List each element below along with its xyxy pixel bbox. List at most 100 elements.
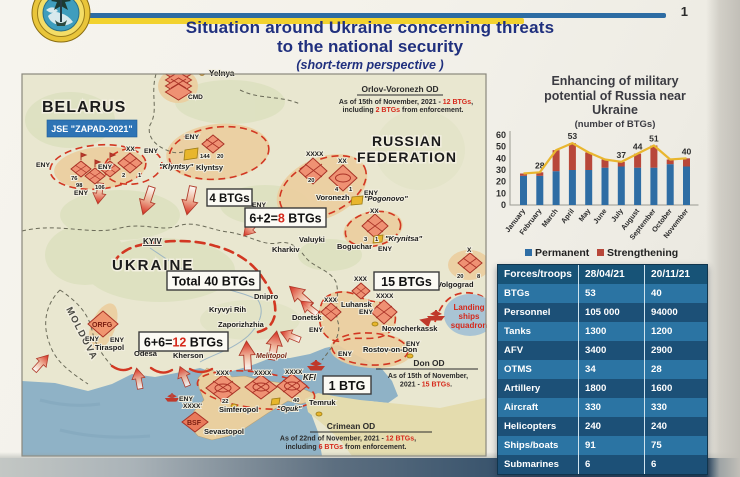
table-cell: Ships/boats [504,440,559,451]
table-cell: 53 [578,284,644,303]
chart-title-line-1: Enhancing of military [551,74,679,88]
echelon-x: X [467,247,472,254]
bar-permanent [601,167,609,205]
table-cell: BTGs [504,288,530,299]
btg-boxes: 4 BTGs 6+2=8 BTGs Total 40 BTGs 15 BTGs … [138,188,440,395]
svg-text:including 6 BTGs from enforcem: including 6 BTGs from enforcement. [286,444,407,451]
eny-label: ENY [179,396,193,403]
table-cell: 105 000 [578,303,644,322]
table-cell: 1300 [578,322,644,341]
unit-symbols [70,74,483,433]
table-cell: 330 [644,398,707,417]
label-simferopol: Simferopol [219,405,258,414]
bar-total-label: 40 [682,146,692,156]
btg-box-1: 1 BTG [322,375,372,395]
eny-label: ENY [359,309,373,316]
label-rostov: Rostov-on-Don [363,345,418,354]
svg-text:including 2 BTGs from enforcem: including 2 BTGs from enforcement. [343,107,464,114]
bar-permanent [634,167,642,205]
label-novocherkassk: Novocherkassk [382,324,438,333]
od-orlov-line2-count: 2 BTGs [376,107,401,114]
y-tick-label: 30 [496,165,506,175]
od-notes: Orlov-Voronezh OD As of 15th of November… [280,84,487,451]
eny-label: ENY [309,327,323,334]
y-tick-label: 60 [496,130,506,140]
btg-box-4: 4 BTGs [206,188,253,207]
label-klyntsy-range: "Klyntsy" [159,162,194,171]
echelon-xxx: XXX [216,370,230,377]
zapad-exercise-label: JSE "ZAPAD-2021" [51,124,132,134]
chart-title-line-3: Ukraine [592,103,638,117]
yelnya-unit-stack [164,74,193,101]
bar-strengthening [536,172,544,176]
threat-arc [111,239,277,335]
title-subtitle: (short-term perspective ) [296,58,444,73]
echelon-xxxx: XXXX [285,369,303,376]
table-cell: Tanks [504,326,532,337]
table-cell: Artillery [504,383,541,394]
label-bsf: BSF [187,420,202,427]
slide-title: Situation around Ukraine concerning thre… [0,18,740,72]
label-volgograd: Volgograd [437,280,474,289]
x-tick-label: April [559,207,576,225]
photo-right-edge [706,0,740,477]
eny-labels: ENY ENY ENY ENY ENY ENY ENY ENY ENY ENY … [35,133,421,404]
svg-text:2021 - 15 BTGs.: 2021 - 15 BTGs. [400,382,452,389]
totals-trend-line [523,142,687,175]
unit-number: 4 [335,187,339,193]
btg-box-4-label: 4 BTGs [209,193,249,205]
eny-label: ENY [110,337,124,344]
od-orlov-line1-end: , [471,99,473,106]
label-russia-1: RUSSIAN [372,133,442,149]
bar-strengthening [617,161,625,167]
eny-label: ENY [144,148,158,155]
label-melitopol: Melitopol [256,353,288,360]
echelon-xx: XX [126,146,135,153]
table-row: Ships/boats 91 75 [498,436,707,455]
eny-label: ENY [406,341,420,348]
x-tick-label: March [540,207,560,229]
legend-label-strengthening: Strengthening [607,247,678,259]
table-cell: 94000 [644,303,707,322]
label-zaporizhzhia: Zaporizhzhia [218,320,265,329]
label-orfg: ORFG [92,322,113,329]
bar-strengthening [568,143,576,170]
header-stripe-blue [84,13,666,18]
table-cell: 2900 [644,341,707,360]
forces-table: Forces/troops 28/04/21 20/11/21 BTGs 53 40 Per… [497,264,708,475]
bar-strengthening [520,173,527,176]
label-kfl: KFl [303,373,317,382]
bar-strengthening [585,152,593,170]
bar-permanent [666,164,674,205]
table-row: Aircraft 330 330 [498,398,707,417]
table-row: Tanks 1300 1200 [498,322,707,341]
od-note-crimean: Crimean OD As of 22nd of November, 2021 … [280,421,432,451]
btg-box-12-count: 12 [172,336,186,350]
unit-number: 76 [71,176,78,182]
table-row: Submarines 6 6 [498,455,707,474]
od-orlov-line1-count: 12 BTGs [443,99,472,106]
bar-strengthening [552,150,560,172]
unit-number: 40 [293,398,299,404]
echelon-xx: XX [370,208,379,215]
table-cell: 20/11/21 [644,265,707,284]
table-cell: OTMS [504,364,532,375]
od-don-line2-end: . [450,382,452,389]
btg-box-8: 6+2=8 BTGs [244,207,327,228]
svg-text:As of 15th of November, 2021 -: As of 15th of November, 2021 - 12 BTGs, [339,99,473,106]
y-tick-label: 10 [496,188,506,198]
bar-permanent [568,170,576,205]
table-cell: 75 [644,436,707,455]
eny-label: ENY [378,246,392,253]
label-kryvyi-rih: Kryvyi Rih [209,305,247,314]
od-orlov-title: Orlov-Voronezh OD [361,84,438,94]
y-tick-label: 20 [496,177,506,187]
label-voronezh: Voronezh [316,193,350,202]
landing-squadron-line1: Landing [453,303,484,312]
od-crimean-line1-count: 12 BTGs [386,436,415,443]
label-klyntsy: Klyntsy [196,163,224,172]
svg-text:6+2=8 BTGs: 6+2=8 BTGs [249,212,321,226]
unit-number: 1 [138,173,142,179]
label-pogonovo: "Pogonovo" [364,194,408,203]
bar-permanent [650,167,658,205]
